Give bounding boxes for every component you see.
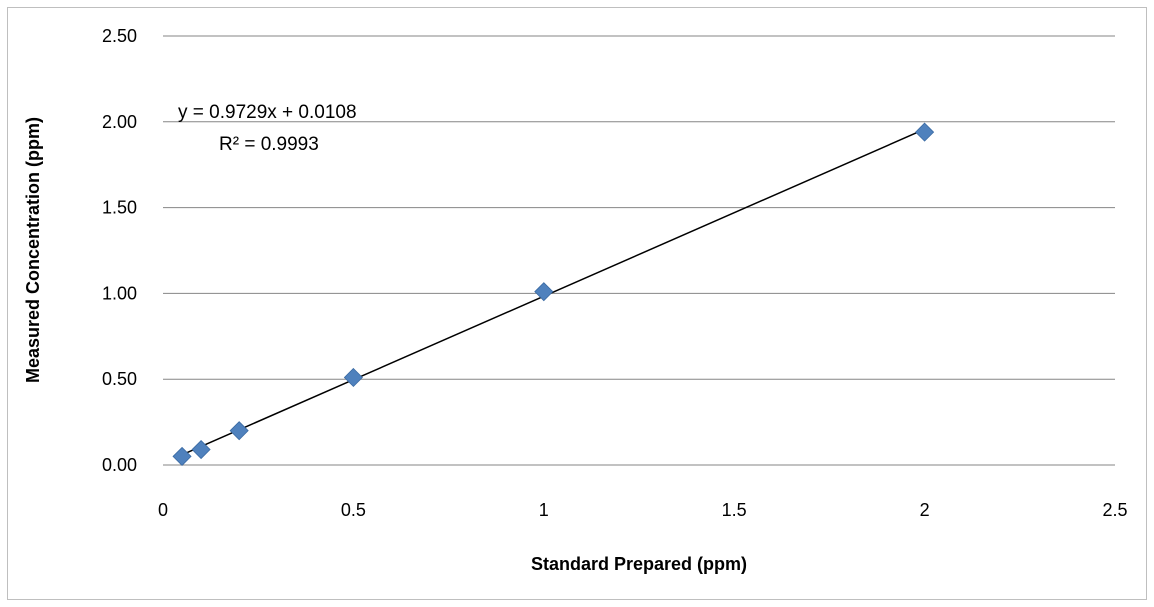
x-tick-label: 1 [539, 500, 549, 520]
data-point-marker [172, 446, 192, 466]
data-point-marker [534, 282, 554, 302]
x-tick-label: 1.5 [722, 500, 747, 520]
y-axis-title: Measured Concentration (ppm) [23, 117, 43, 383]
y-tick-label: 2.00 [102, 112, 137, 132]
x-tick-label: 0.5 [341, 500, 366, 520]
y-tick-label: 0.00 [102, 455, 137, 475]
trendline-r-squared: R² = 0.9993 [219, 134, 319, 155]
y-tick-labels: 0.00 0.50 1.00 1.50 2.00 2.50 [102, 26, 137, 475]
x-tick-label: 2 [920, 500, 930, 520]
data-point-marker [915, 122, 935, 142]
data-point-marker [343, 367, 363, 388]
x-tick-labels: 0 0.5 1 1.5 2 2.5 [158, 500, 1128, 520]
trendline-group [181, 128, 925, 456]
trendline-equation: y = 0.9729x + 0.0108 [178, 102, 357, 123]
gridlines [163, 35, 1115, 380]
trendline [181, 128, 925, 456]
y-tick-label: 1.50 [102, 198, 137, 218]
x-axis-title: Standard Prepared (ppm) [531, 554, 747, 574]
x-tick-label: 0 [158, 500, 168, 520]
data-point-marker [191, 439, 211, 460]
y-tick-label: 2.50 [102, 26, 137, 46]
chart-frame [7, 7, 1147, 600]
y-tick-label: 1.00 [102, 283, 137, 303]
x-tick-label: 2.5 [1102, 500, 1127, 520]
y-tick-label: 0.50 [102, 369, 137, 389]
data-points [172, 122, 935, 466]
data-point-marker [229, 421, 249, 441]
